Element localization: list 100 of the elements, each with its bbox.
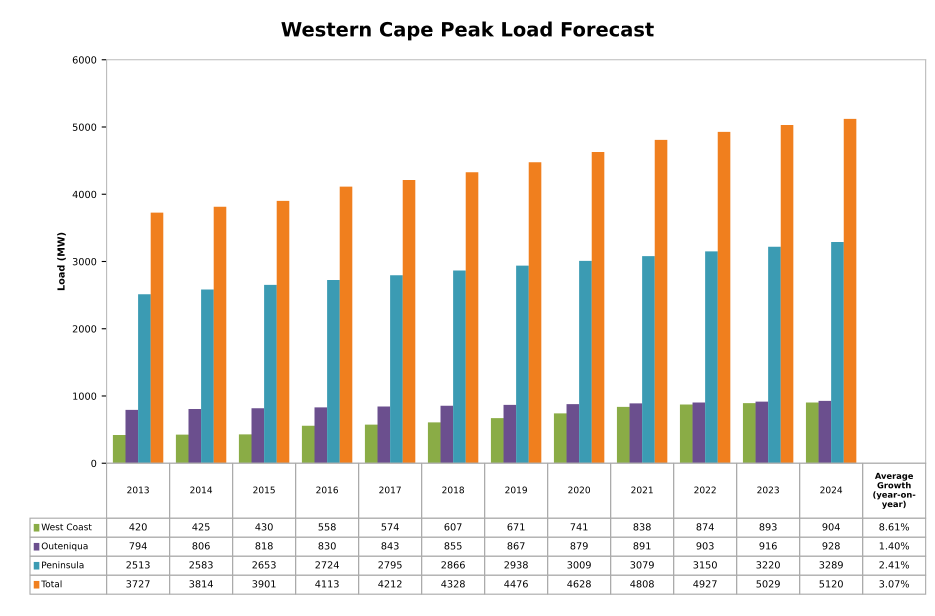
bar	[428, 422, 441, 464]
bar	[453, 270, 466, 464]
x-tick-label: 2022	[694, 486, 716, 494]
data-label: 3814	[189, 580, 213, 588]
x-tick-label: 2014	[190, 486, 212, 494]
bar	[642, 256, 655, 464]
data-label: 903	[696, 542, 714, 550]
bar	[138, 294, 151, 464]
data-label: 3150	[694, 561, 717, 569]
data-label: 430	[255, 523, 273, 531]
data-label: 794	[130, 542, 147, 550]
data-label: 425	[192, 523, 210, 531]
data-label: 5120	[820, 580, 843, 588]
bar	[201, 290, 214, 464]
data-label: 5029	[756, 580, 780, 588]
bar	[150, 212, 164, 464]
data-label: 874	[696, 523, 714, 531]
bar	[314, 407, 328, 464]
bar	[490, 418, 504, 464]
data-label: 904	[822, 523, 840, 531]
data-label: 893	[760, 523, 777, 531]
data-label: 843	[381, 542, 399, 550]
data-label: 2583	[189, 561, 213, 569]
legend-label: Peninsula	[42, 561, 84, 568]
data-label: 2724	[315, 561, 339, 568]
bar	[616, 406, 630, 464]
x-tick-label: 2019	[505, 486, 527, 494]
bar	[692, 402, 706, 464]
x-tick-label: 2013	[127, 486, 149, 494]
data-label: 4628	[567, 580, 591, 588]
data-label: 2513	[126, 561, 150, 569]
bar	[340, 186, 352, 464]
data-label: 4476	[504, 580, 528, 588]
x-tick-label: 2016	[316, 486, 338, 494]
chart-title: Western Cape Peak Load Forecast	[281, 22, 654, 40]
data-label: 2653	[252, 561, 276, 569]
bar	[592, 152, 604, 464]
x-tick-label: 2024	[820, 486, 842, 494]
x-tick-label: 2018	[442, 486, 464, 494]
data-label: 3079	[630, 561, 654, 569]
text: 1.40%	[880, 542, 910, 550]
y-tick-label: 6000	[72, 56, 96, 64]
bar	[125, 410, 138, 464]
data-label: 867	[508, 542, 525, 550]
data-label: 3220	[756, 561, 780, 569]
bar	[302, 426, 315, 464]
bar	[112, 434, 126, 464]
y-tick-label: 2000	[72, 325, 96, 333]
y-tick-label: 0	[91, 460, 96, 468]
bar	[566, 404, 580, 464]
data-label: 4328	[441, 580, 465, 588]
data-label: 4212	[378, 580, 402, 588]
x-tick-label: 2020	[568, 486, 590, 494]
data-label: 420	[129, 523, 147, 531]
bar	[630, 403, 642, 464]
data-label: 741	[570, 523, 588, 530]
bar	[188, 409, 202, 464]
bar	[238, 434, 252, 464]
x-tick-label: Average Growth (year-on- year)	[873, 472, 916, 509]
data-label: 3901	[252, 580, 276, 588]
bar	[327, 280, 340, 464]
bar	[756, 402, 768, 464]
legend-label: Total	[41, 580, 62, 588]
bar	[768, 246, 781, 464]
bar	[831, 242, 844, 464]
bar	[214, 206, 226, 464]
bar	[579, 260, 592, 464]
data-label: 928	[822, 542, 840, 550]
data-label: 3009	[567, 561, 591, 569]
data-label: 3289	[820, 561, 843, 569]
text: 8.61%	[879, 523, 910, 531]
data-label: 838	[634, 523, 651, 531]
data-label: 4927	[693, 580, 717, 588]
x-tick-label: 2015	[253, 486, 275, 494]
data-label: 916	[759, 542, 777, 550]
bar	[364, 424, 378, 464]
data-label: 574	[382, 523, 399, 531]
bar	[276, 200, 290, 464]
bar	[516, 266, 529, 464]
bar	[806, 402, 819, 464]
bar	[718, 132, 730, 464]
y-tick-label: 3000	[72, 258, 96, 266]
data-label: 2795	[378, 561, 402, 569]
x-tick-label: 2021	[631, 486, 653, 494]
bar	[390, 275, 403, 464]
data-label: 879	[570, 542, 588, 550]
data-label: 4113	[315, 580, 339, 588]
data-label: 806	[192, 542, 210, 550]
data-label: 607	[444, 523, 462, 531]
data-label: 2866	[441, 561, 465, 569]
bar	[176, 434, 188, 464]
bar	[680, 404, 693, 464]
bar	[528, 162, 542, 464]
bar	[654, 140, 668, 464]
y-tick-label: 1000	[73, 392, 96, 400]
bar	[844, 118, 856, 464]
text: 3.07%	[879, 580, 910, 588]
y-tick-label: 5000	[72, 123, 96, 131]
bar	[402, 180, 416, 464]
bar	[378, 406, 390, 464]
